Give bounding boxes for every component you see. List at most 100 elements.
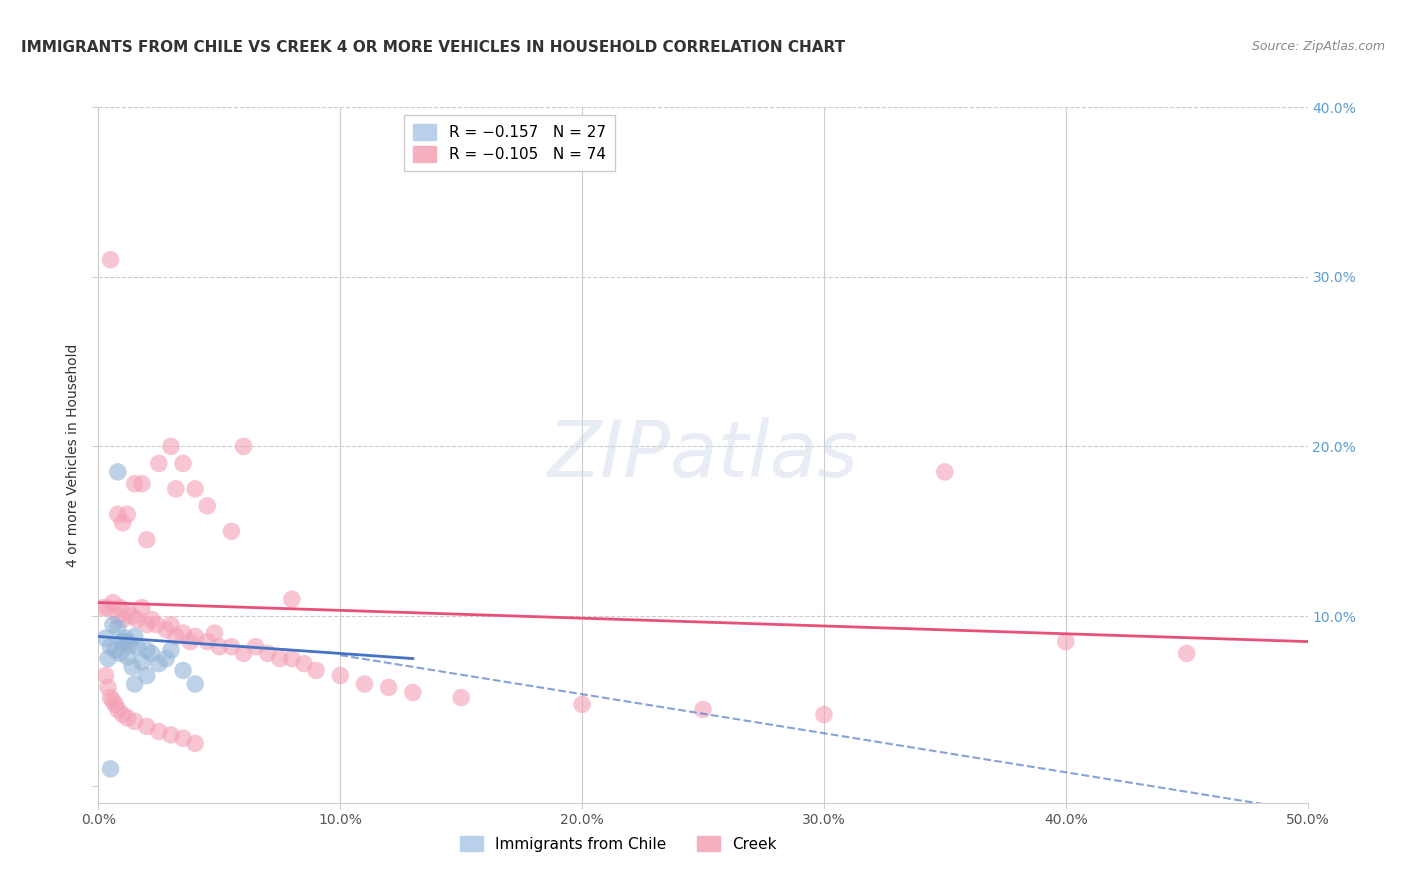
Point xyxy=(204,626,226,640)
Text: ZIPatlas: ZIPatlas xyxy=(547,417,859,493)
Point xyxy=(571,698,593,712)
Point xyxy=(101,596,124,610)
Point xyxy=(813,707,835,722)
Point xyxy=(91,600,114,615)
Point xyxy=(305,664,328,678)
Point xyxy=(111,707,134,722)
Point xyxy=(184,736,207,750)
Point xyxy=(232,439,254,453)
Point xyxy=(135,617,157,632)
Point xyxy=(179,634,201,648)
Point xyxy=(131,476,153,491)
Point xyxy=(111,613,134,627)
Point xyxy=(160,728,183,742)
Point xyxy=(101,694,124,708)
Point xyxy=(165,482,187,496)
Point xyxy=(292,657,315,671)
Point xyxy=(141,647,163,661)
Text: Source: ZipAtlas.com: Source: ZipAtlas.com xyxy=(1251,40,1385,54)
Point xyxy=(124,630,146,644)
Point xyxy=(107,621,129,635)
Point xyxy=(934,465,956,479)
Point xyxy=(195,499,218,513)
Point xyxy=(111,634,134,648)
Point xyxy=(221,640,243,654)
Point xyxy=(117,604,139,618)
Point xyxy=(117,711,139,725)
Point xyxy=(107,465,129,479)
Point xyxy=(107,609,129,624)
Point xyxy=(135,668,157,682)
Point xyxy=(131,655,153,669)
Point xyxy=(148,657,170,671)
Point xyxy=(127,613,149,627)
Point xyxy=(195,634,218,648)
Point xyxy=(100,640,122,654)
Text: IMMIGRANTS FROM CHILE VS CREEK 4 OR MORE VEHICLES IN HOUSEHOLD CORRELATION CHART: IMMIGRANTS FROM CHILE VS CREEK 4 OR MORE… xyxy=(21,40,845,55)
Point xyxy=(172,457,194,471)
Point xyxy=(100,690,122,705)
Point xyxy=(124,714,146,729)
Y-axis label: 4 or more Vehicles in Household: 4 or more Vehicles in Household xyxy=(66,343,80,566)
Point xyxy=(117,649,139,664)
Point xyxy=(131,600,153,615)
Point xyxy=(281,651,304,665)
Point xyxy=(172,626,194,640)
Point xyxy=(101,617,124,632)
Point xyxy=(94,668,117,682)
Point xyxy=(165,630,187,644)
Point xyxy=(155,623,177,637)
Point xyxy=(135,533,157,547)
Point xyxy=(329,668,352,682)
Point xyxy=(100,252,122,267)
Point xyxy=(184,482,207,496)
Point xyxy=(269,651,291,665)
Point xyxy=(135,643,157,657)
Point xyxy=(124,476,146,491)
Point xyxy=(148,724,170,739)
Point xyxy=(97,600,120,615)
Point xyxy=(127,640,149,654)
Point xyxy=(256,647,278,661)
Point xyxy=(148,457,170,471)
Point xyxy=(1054,634,1077,648)
Point xyxy=(141,613,163,627)
Point xyxy=(121,609,143,624)
Point xyxy=(107,508,129,522)
Point xyxy=(107,702,129,716)
Point xyxy=(117,634,139,648)
Point xyxy=(692,702,714,716)
Point xyxy=(172,731,194,746)
Point xyxy=(117,508,139,522)
Point xyxy=(281,592,304,607)
Point xyxy=(160,617,183,632)
Point xyxy=(94,631,117,645)
Point xyxy=(208,640,231,654)
Point xyxy=(121,660,143,674)
Point xyxy=(135,719,157,733)
Point xyxy=(353,677,375,691)
Legend: Immigrants from Chile, Creek: Immigrants from Chile, Creek xyxy=(454,830,783,858)
Point xyxy=(104,643,127,657)
Point xyxy=(111,516,134,530)
Point xyxy=(172,664,194,678)
Point xyxy=(245,640,267,654)
Point xyxy=(114,631,136,645)
Point xyxy=(1175,647,1198,661)
Point xyxy=(232,647,254,661)
Point xyxy=(155,651,177,665)
Point xyxy=(108,647,131,661)
Point xyxy=(184,630,207,644)
Point xyxy=(184,677,207,691)
Point xyxy=(160,439,183,453)
Point xyxy=(221,524,243,539)
Point xyxy=(402,685,425,699)
Point xyxy=(100,762,122,776)
Point xyxy=(118,638,141,652)
Point xyxy=(377,681,399,695)
Point xyxy=(450,690,472,705)
Point xyxy=(108,600,131,615)
Point xyxy=(97,651,120,665)
Point xyxy=(160,643,183,657)
Point xyxy=(145,617,167,632)
